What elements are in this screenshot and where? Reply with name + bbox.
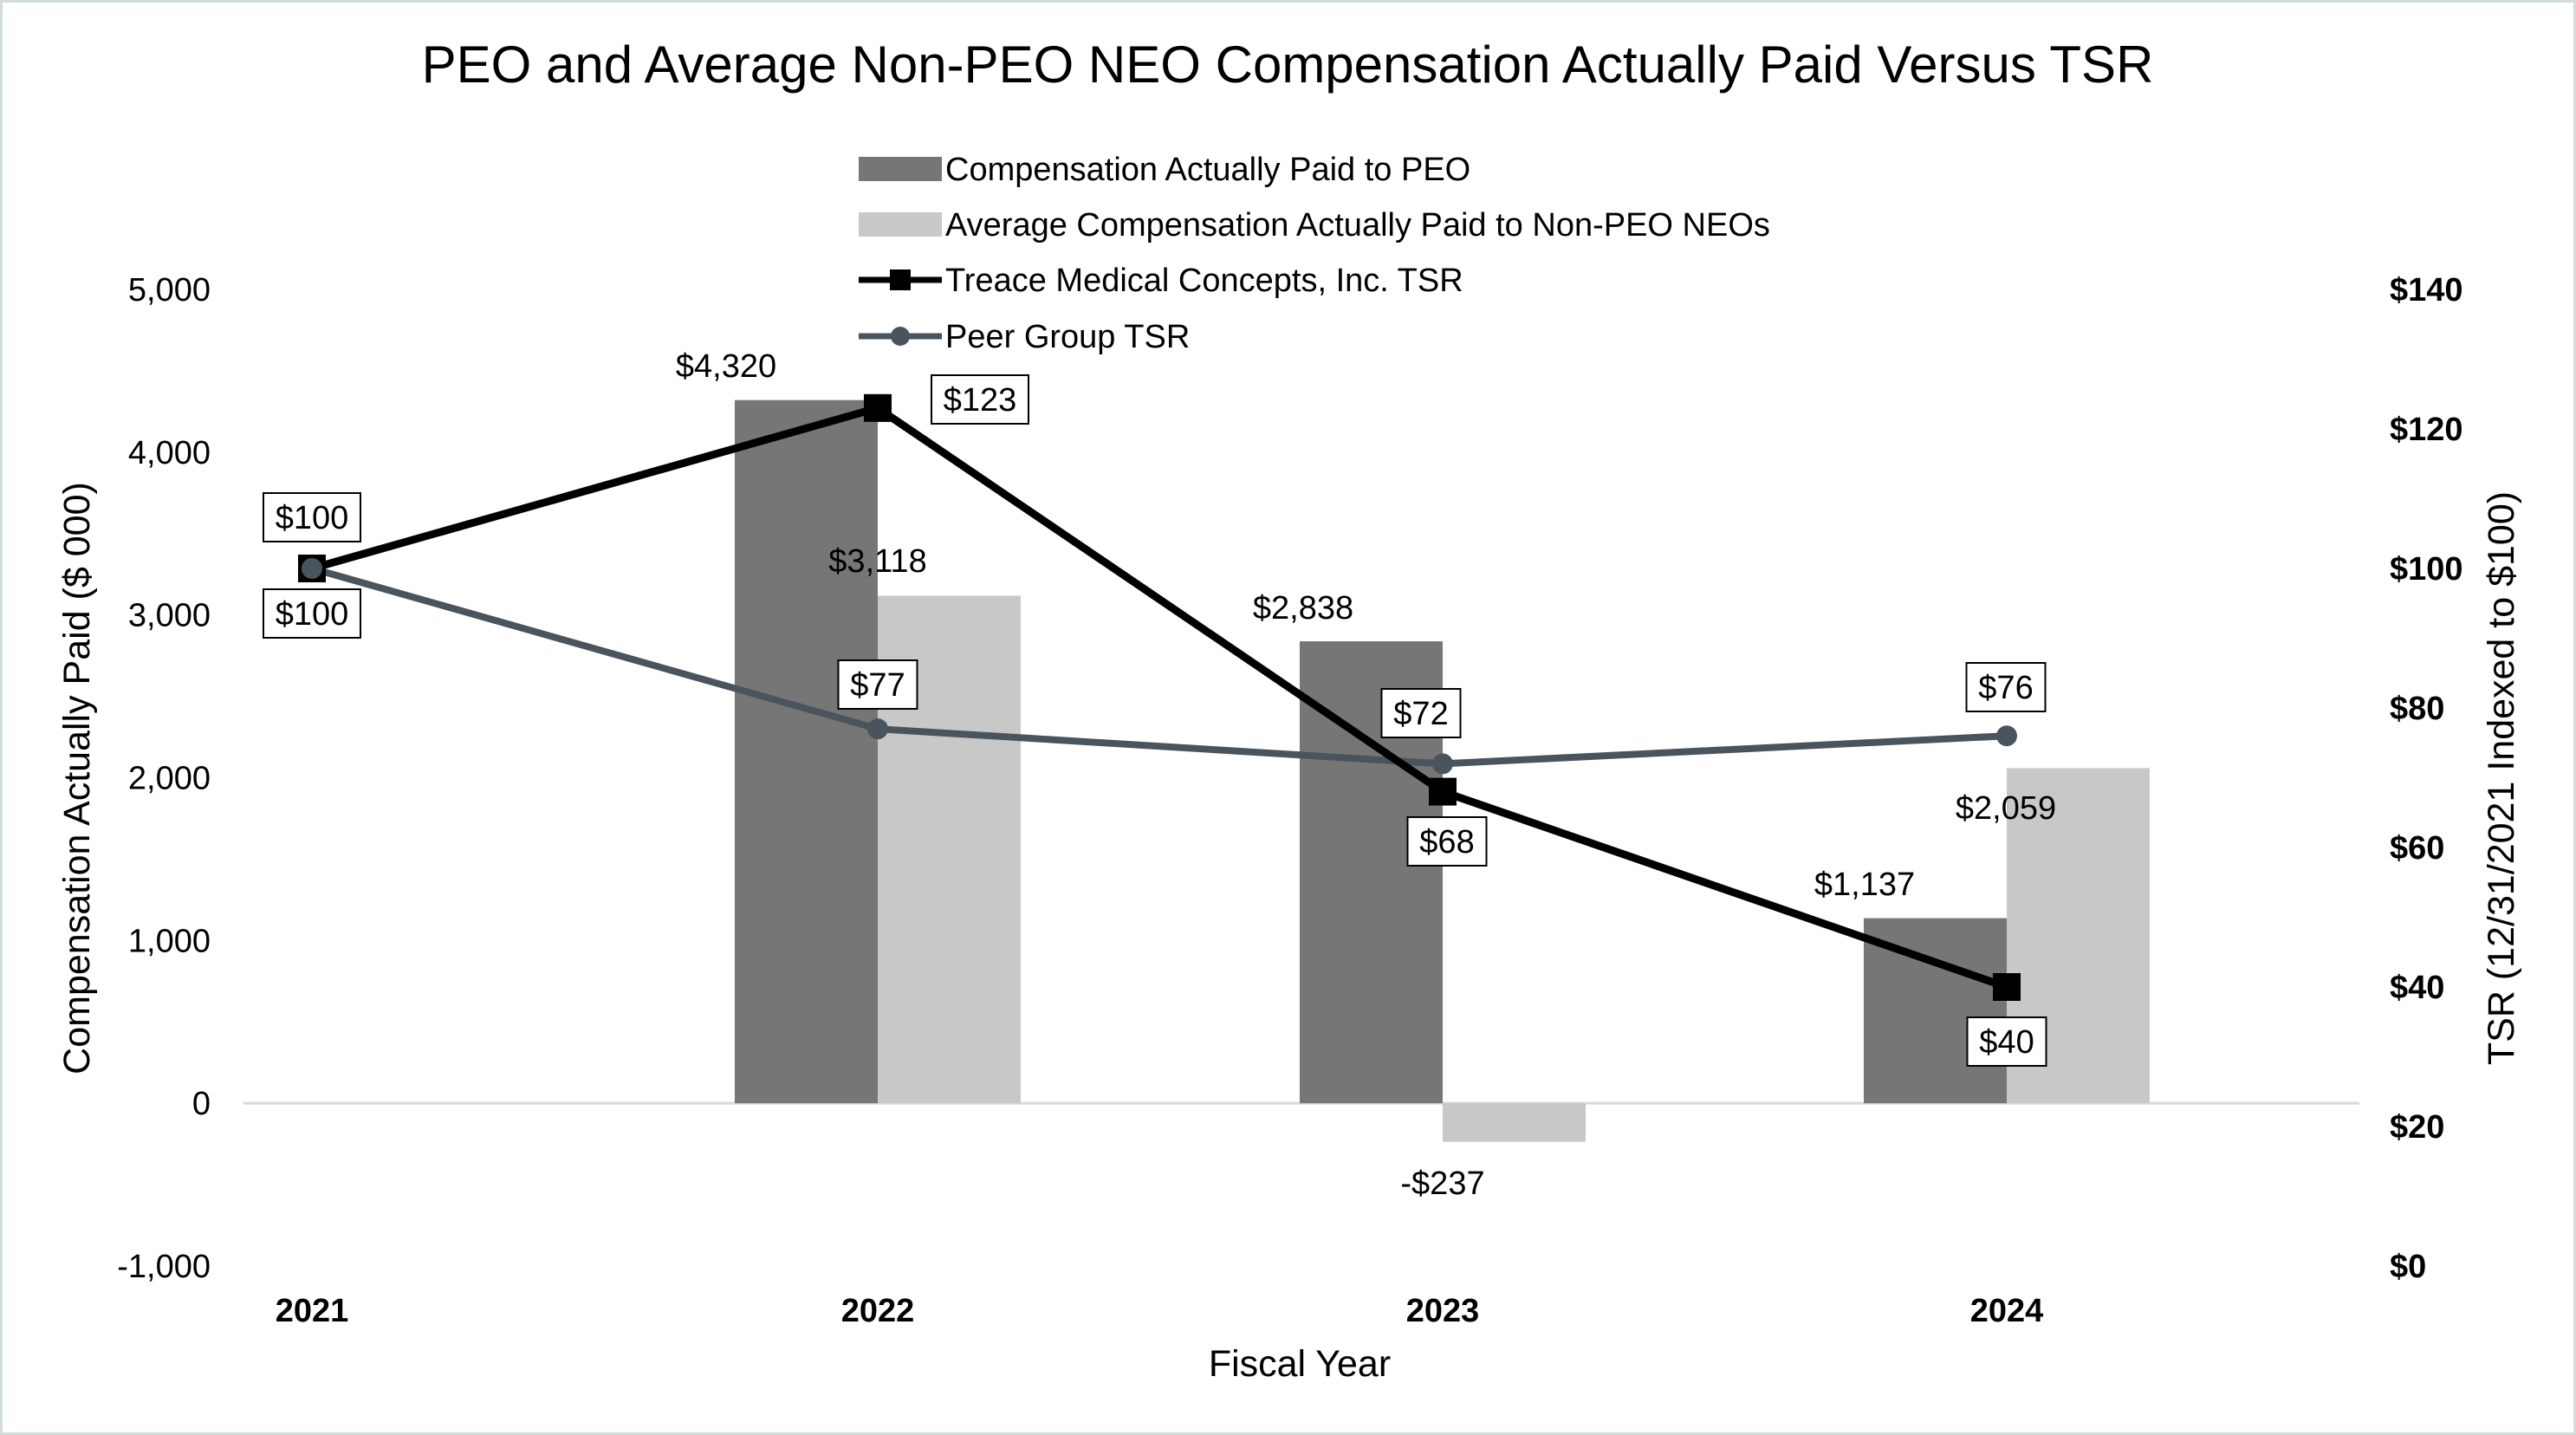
peer-tsr-point (1432, 753, 1453, 775)
treace-tsr-line (310, 404, 2008, 991)
y-tick-label: -1,000 (117, 1249, 211, 1285)
treace-tsr-label: $68 (1419, 824, 1474, 860)
x-tick-label: 2023 (1406, 1293, 1480, 1329)
cap-vs-tsr-chart: PEO and Average Non-PEO NEO Compensation… (56, 36, 2522, 1385)
y-tick-label: 2,000 (128, 761, 211, 797)
y2-tick-label: $40 (2390, 970, 2444, 1006)
legend: Compensation Actually Paid to PEO Average… (859, 152, 1770, 355)
treace-tsr-label-box (931, 374, 1029, 425)
tsr-lines (298, 393, 2021, 1001)
treace-tsr-label-box (263, 588, 361, 639)
y2-tick-label: $20 (2390, 1109, 2444, 1146)
y-tick-label: 0 (192, 1086, 211, 1122)
legend-entry: Peer Group TSR (945, 319, 1190, 355)
non-peo-bar-label: -$237 (1400, 1166, 1484, 1202)
treace-tsr-label: $123 (944, 382, 1017, 419)
axes: -1,000 0 1,000 2,000 3,000 4,000 5,000 $0 $20 $40… (56, 272, 2522, 1385)
y2-tick-label: $60 (2390, 830, 2444, 867)
peer-tsr-label: $77 (850, 667, 905, 704)
legend-entry: Average Compensation Actually Paid to No… (945, 207, 1770, 243)
legend-peo-swatch (859, 157, 942, 181)
treace-tsr-point (864, 393, 892, 422)
non-peo-bar-label: $3,118 (828, 543, 926, 580)
peo-bar-label: $4,320 (676, 348, 776, 385)
x-tick-label: 2024 (1970, 1293, 2044, 1329)
peer-tsr-label: $72 (1393, 696, 1448, 732)
peer-tsr-label-box (837, 659, 918, 710)
legend-square-marker (890, 269, 911, 290)
treace-tsr-point (1429, 777, 1457, 806)
y2-tick-label: $140 (2390, 272, 2463, 308)
peer-tsr-line (310, 565, 2008, 768)
legend-circle-marker (891, 327, 910, 346)
treace-tsr-label-box (1966, 1016, 2047, 1067)
data-labels: $4,320 $3,118 $2,838 -$237 $1,137 $2,059 $100 $… (263, 348, 2056, 1202)
peo-bar (735, 399, 878, 1104)
y-tick-label: 3,000 (128, 598, 211, 634)
x-tick-label: 2022 (841, 1293, 915, 1329)
peer-tsr-label: $76 (1978, 670, 2033, 706)
y2-tick-label: $0 (2390, 1249, 2426, 1285)
y2-tick-label: $80 (2390, 691, 2444, 727)
x-tick-label: 2021 (276, 1293, 349, 1329)
y2-tick-label: $120 (2390, 412, 2463, 448)
y-tick-label: 5,000 (128, 272, 211, 308)
peer-tsr-point (302, 558, 322, 579)
peer-tsr-label: $100 (276, 500, 349, 536)
non-peo-bar-label: $2,059 (1956, 790, 2056, 827)
treace-tsr-label-box (1406, 816, 1488, 867)
y2-axis-title: TSR (12/31/2021 Indexed to $100) (2481, 491, 2522, 1065)
treace-tsr-point (1993, 973, 2021, 1001)
peo-bar-label: $2,838 (1253, 590, 1353, 627)
peer-tsr-point (867, 718, 888, 740)
peer-tsr-label-box (1380, 688, 1462, 738)
treace-tsr-label: $40 (1979, 1024, 2034, 1061)
y-tick-label: 1,000 (128, 923, 211, 959)
peo-bar-label: $1,137 (1814, 867, 1915, 903)
x-axis-title: Fiscal Year (1209, 1343, 1391, 1385)
legend-entry: Treace Medical Concepts, Inc. TSR (945, 263, 1463, 299)
peer-tsr-label-box (1965, 662, 2047, 712)
peer-tsr-label-box (263, 492, 361, 542)
y-axis-title: Compensation Actually Paid ($ 000) (56, 482, 98, 1075)
chart-title: PEO and Average Non-PEO NEO Compensation… (422, 36, 2154, 94)
legend-non-peo-swatch (859, 212, 942, 237)
y-tick-label: 4,000 (128, 435, 211, 471)
peer-tsr-point (1996, 725, 2017, 747)
non-peo-bar (1443, 1103, 1586, 1142)
y2-tick-label: $100 (2390, 551, 2463, 588)
treace-tsr-label: $100 (276, 596, 349, 633)
legend-entry: Compensation Actually Paid to PEO (945, 152, 1470, 188)
